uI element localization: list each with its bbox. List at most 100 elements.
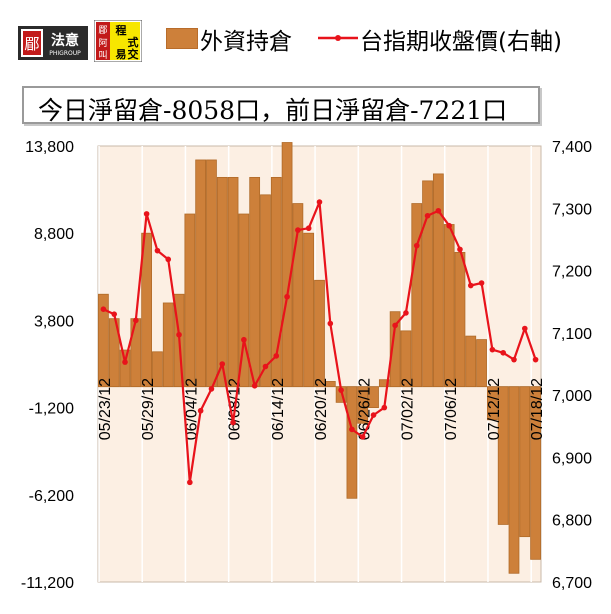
- program-trading-logo: 郿 程 阿 式 叫 易 交: [94, 20, 142, 62]
- bar: [314, 279, 325, 388]
- bar: [270, 176, 282, 388]
- close-price-point: [467, 282, 474, 289]
- y-left-tick-label: 8,800: [34, 226, 74, 243]
- close-price-point: [154, 247, 161, 254]
- bar: [519, 386, 531, 538]
- bar: [443, 224, 455, 388]
- bar: [162, 302, 174, 388]
- close-price-point: [241, 336, 247, 343]
- bar: [508, 386, 520, 574]
- logo-glyph: 程: [116, 23, 127, 37]
- close-price-point: [489, 346, 496, 353]
- close-price-point: [500, 349, 506, 356]
- legend-line-label: 台指期收盤價(右軸): [360, 29, 562, 55]
- bar: [206, 159, 217, 388]
- close-price-point: [521, 325, 528, 332]
- y-right-tick-label: 7,100: [552, 326, 592, 343]
- close-price-point: [305, 225, 312, 232]
- y-left-tick-label: 3,800: [34, 313, 74, 330]
- x-tick-label: 07/02/12: [400, 378, 417, 440]
- x-tick-label: 06/20/12: [313, 378, 330, 440]
- close-price-point: [133, 317, 139, 324]
- legend-bar-label: 外資持倉: [200, 29, 292, 55]
- bar: [281, 142, 293, 388]
- x-tick-label: 05/29/12: [140, 378, 157, 440]
- x-tick-label: 07/18/12: [529, 378, 546, 440]
- close-price-point: [251, 383, 258, 389]
- bar: [184, 213, 196, 388]
- bar: [357, 386, 369, 424]
- close-price-point: [295, 227, 301, 233]
- close-price-point: [435, 207, 442, 214]
- y-right-tick-label: 7,000: [552, 388, 592, 405]
- close-price-point: [457, 246, 463, 253]
- subtitle: 今日淨留倉-8058口，前日淨留倉-7221口: [38, 96, 508, 125]
- close-price-point: [122, 359, 128, 365]
- svg-text:郿: 郿: [24, 35, 39, 53]
- close-price-point: [208, 386, 215, 392]
- close-price-point: [197, 407, 204, 414]
- close-price-point: [446, 222, 452, 229]
- bar: [98, 293, 109, 388]
- bar: [389, 311, 401, 388]
- bar: [249, 176, 261, 388]
- legend-bar-swatch: [166, 28, 198, 49]
- close-price-point: [532, 356, 539, 363]
- y-right-tick-label: 7,200: [552, 264, 592, 281]
- logo-glyph: 郿: [98, 25, 107, 36]
- y-right-tick-label: 6,900: [552, 450, 592, 467]
- bar: [487, 386, 498, 421]
- logo-glyph: 叫: [98, 50, 107, 61]
- bar: [227, 176, 239, 388]
- close-price-point: [349, 426, 355, 433]
- bar: [432, 173, 444, 388]
- bar: [119, 349, 131, 388]
- close-price-point: [413, 242, 420, 249]
- bar: [324, 381, 336, 388]
- y-right-tick-label: 6,700: [552, 575, 592, 592]
- close-price-point: [316, 199, 323, 205]
- close-price-point: [230, 419, 236, 426]
- bar: [476, 339, 487, 388]
- close-price-point: [511, 356, 517, 363]
- y-left-tick-label: 13,800: [25, 139, 74, 156]
- legend-line-swatch: [318, 35, 358, 41]
- x-tick-label: 07/12/12: [486, 378, 503, 440]
- close-price-point: [143, 211, 150, 217]
- bar: [400, 330, 412, 388]
- y-left-tick-label: -11,200: [21, 575, 74, 592]
- close-price-point: [403, 310, 409, 316]
- bar: [368, 386, 379, 408]
- close-price-point: [262, 363, 269, 370]
- close-price-point: [100, 306, 107, 312]
- close-price-point: [187, 479, 193, 486]
- close-price-point: [111, 311, 118, 317]
- bar: [346, 386, 358, 499]
- bar: [303, 232, 315, 388]
- bar: [530, 386, 541, 560]
- logo-glyph: 式: [128, 35, 139, 49]
- close-price-point: [370, 412, 377, 418]
- bar: [260, 194, 271, 388]
- close-price-point: [392, 322, 398, 329]
- logo-glyph: 易: [116, 48, 127, 61]
- y-left-tick-label: -1,200: [29, 401, 74, 418]
- close-price-point: [284, 293, 290, 300]
- close-price-point: [327, 320, 334, 327]
- logo-glyph: 阿: [98, 38, 107, 49]
- bar: [238, 213, 250, 388]
- close-price-point: [424, 212, 431, 219]
- close-price-point: [165, 256, 172, 263]
- bar: [216, 176, 228, 388]
- close-price-point: [273, 353, 280, 359]
- x-tick-label: 06/04/12: [183, 378, 200, 440]
- close-price-point: [338, 387, 344, 393]
- bar: [454, 251, 466, 388]
- bar: [141, 232, 152, 388]
- bar: [422, 180, 433, 388]
- x-tick-label: 06/14/12: [270, 378, 287, 440]
- bar: [130, 318, 142, 388]
- close-price-point: [359, 434, 366, 440]
- close-price-point: [478, 280, 485, 286]
